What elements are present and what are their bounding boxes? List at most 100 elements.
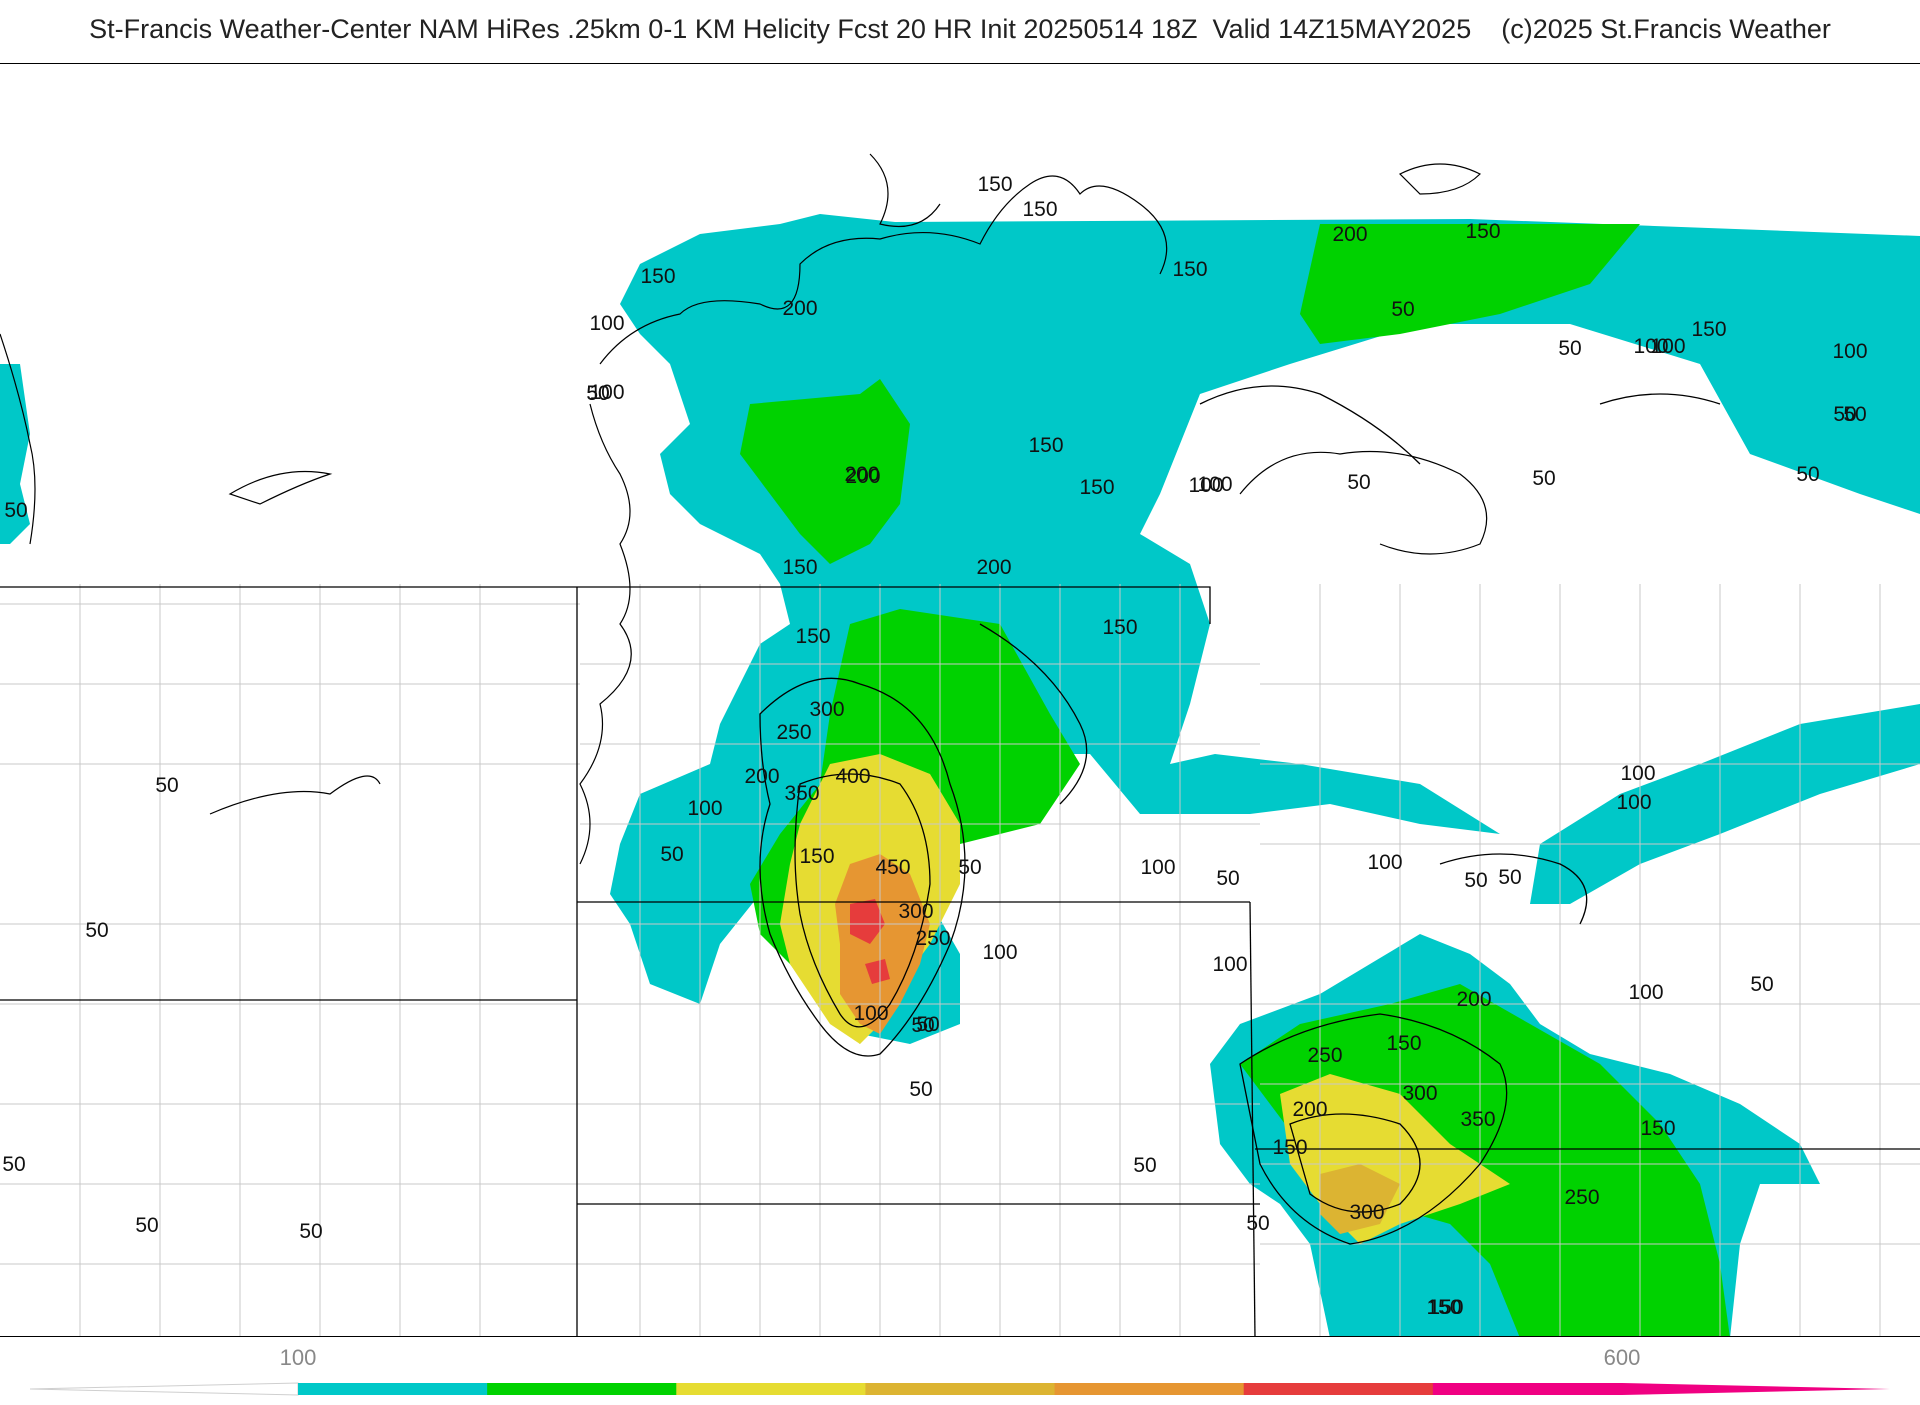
contour-label: 150 (1428, 1296, 1463, 1319)
contour-label: 50 (1246, 1212, 1269, 1235)
contour-label: 200 (782, 297, 817, 320)
colorbar-segment (676, 1383, 866, 1395)
contour-label: 150 (1691, 318, 1726, 341)
contour-label: 350 (1460, 1108, 1495, 1131)
contour-label: 50 (1347, 471, 1370, 494)
contour-label: 400 (835, 765, 870, 788)
contour-label: 50 (909, 1078, 932, 1101)
contour-label: 50 (1216, 867, 1239, 890)
contour-label: 50 (916, 1013, 939, 1036)
contour-label: 50 (1133, 1154, 1156, 1177)
colorbar-segment (298, 1383, 488, 1395)
colorbar-tick-100: 100 (279, 1345, 317, 1370)
contour-label: 50 (2, 1153, 25, 1176)
contour-label: 150 (1386, 1032, 1421, 1055)
fill-350-400-southeast-inner (1320, 1164, 1400, 1234)
contour-label: 150 (640, 265, 675, 288)
contour-label: 100 (982, 941, 1017, 964)
contour-label: 100 (1616, 791, 1651, 814)
contour-label: 50 (586, 382, 609, 405)
contour-label: 50 (586, 382, 609, 405)
colorbar-right-triangle (1622, 1383, 1890, 1395)
colorbar-segment (1054, 1383, 1245, 1395)
county-border-layer (0, 584, 1920, 1336)
fill-400-450-central-inner (835, 854, 930, 1034)
contour-label: 150 (1426, 1296, 1461, 1319)
contour-label: 100 (1367, 851, 1402, 874)
fill-100-150-east-band (1530, 704, 1920, 904)
colorbar-segments (298, 1383, 1623, 1395)
contour-label: 50 (299, 1220, 322, 1243)
colorbar-segment (1243, 1383, 1434, 1395)
fill-450-plus-core (850, 899, 885, 944)
colorbar-segment (1432, 1383, 1623, 1395)
helicity-map[interactable]: 150 150 150 200 150 50 150 100 100 50 200 150 100 50 1… (0, 63, 1920, 1337)
contour-label: 200 (1456, 988, 1491, 1011)
contour-label: 250 (915, 927, 950, 950)
contour-label: 100 (1628, 981, 1663, 1004)
contour-label: 100 (1140, 856, 1175, 879)
fill-100-150-north (610, 214, 1920, 1044)
colorbar-segment (865, 1383, 1056, 1395)
contour-label: 250 (1307, 1044, 1342, 1067)
contour-label: 100 (589, 381, 624, 404)
contour-label: 250 (1564, 1186, 1599, 1209)
contour-label: 50 (660, 843, 683, 866)
contour-label: 100 (589, 312, 624, 335)
contour-label: 50 (1833, 403, 1856, 426)
contour-label: 150 (1465, 220, 1500, 243)
contour-label: 200 (844, 463, 879, 486)
contour-label: 100 (1212, 953, 1247, 976)
contour-label: 300 (898, 900, 933, 923)
contour-label: 150 (799, 845, 834, 868)
contour-label: 200 (845, 465, 880, 488)
colorbar-left-triangle (29, 1382, 299, 1396)
contour-label: 200 (1292, 1098, 1327, 1121)
contour-layer (759, 385, 1721, 1245)
contour-label: 50 (1796, 463, 1819, 486)
contour-label: 150 (1172, 258, 1207, 281)
contour-label: 150 (1272, 1136, 1307, 1159)
contour-label: 50 (1750, 973, 1773, 996)
contour-label: 50 (1558, 337, 1581, 360)
contour-label: 150 (782, 556, 817, 579)
state-border-layer (0, 586, 1920, 1336)
contour-label: 150 (1022, 198, 1057, 221)
colorbar-svg (29, 1382, 1890, 1396)
contour-label: 150 (1640, 1117, 1675, 1140)
fill-200-250-southeast (1240, 984, 1730, 1336)
contour-label: 300 (809, 698, 844, 721)
contour-label: 50 (911, 1014, 934, 1037)
contour-label: 300 (1349, 1201, 1384, 1224)
coastline-layer (0, 153, 1488, 865)
contour-label: 150 (1079, 476, 1114, 499)
fill-200-250-north (740, 379, 910, 564)
contour-label: 450 (875, 856, 910, 879)
contour-label: 350 (784, 782, 819, 805)
contour-label: 300 (1402, 1082, 1437, 1105)
contour-label: 200 (744, 765, 779, 788)
contour-label: 100 (1188, 474, 1223, 497)
contour-label: 50 (155, 774, 178, 797)
contour-label: 50 (1843, 403, 1866, 426)
contour-label: 200 (976, 556, 1011, 579)
colorbar-tick-600: 600 (1603, 1345, 1641, 1370)
contour-label: 50 (85, 919, 108, 942)
contour-label: 50 (135, 1214, 158, 1237)
contour-label: 250 (776, 721, 811, 744)
contour-label: 100 (853, 1002, 888, 1025)
helicity-fill-layer (0, 214, 1920, 1336)
map-title: St-Francis Weather-Center NAM HiRes .25k… (89, 14, 1831, 44)
colorbar-segment (487, 1383, 677, 1395)
contour-label: 50 (4, 499, 27, 522)
contour-label: 100 (687, 797, 722, 820)
contour-label: 150 (1102, 616, 1137, 639)
contour-label: 50 (1532, 467, 1555, 490)
fill-450-plus-core-2 (865, 959, 890, 984)
contour-label: 100 (1197, 473, 1232, 496)
contour-label: 100 (1633, 335, 1668, 358)
contour-label: 100 (1832, 340, 1867, 363)
contour-label: 50 (1391, 298, 1414, 321)
fill-200-250-north-east (1300, 224, 1640, 344)
